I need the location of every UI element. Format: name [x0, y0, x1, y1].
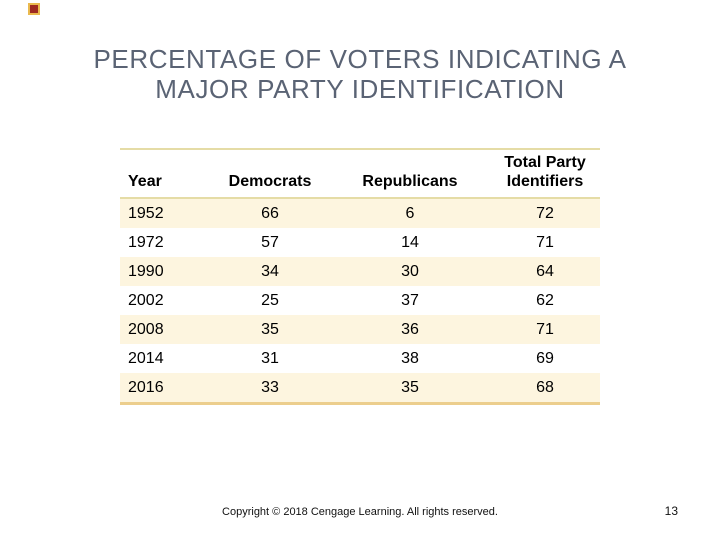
table-row: 2014 31 38 69	[120, 344, 600, 373]
table-header-row: Year Democrats Republicans Total Party I…	[120, 150, 600, 197]
column-header-republicans: Republicans	[362, 173, 458, 190]
column-header-year: Year	[128, 173, 162, 190]
cell-year: 1990	[128, 262, 164, 280]
column-header-total-party-identifiers: Total Party Identifiers	[504, 154, 586, 190]
table-row: 2002 25 37 62	[120, 286, 600, 315]
cell-democrats: 35	[261, 320, 279, 338]
table-top-rule	[120, 148, 600, 150]
table-row: 1972 57 14 71	[120, 228, 600, 257]
cell-democrats: 31	[261, 349, 279, 367]
cell-total: 64	[536, 262, 554, 280]
cell-year: 1972	[128, 233, 164, 251]
cell-republicans: 30	[401, 262, 419, 280]
corner-accent-square	[28, 3, 40, 15]
cell-democrats: 66	[261, 204, 279, 222]
slide-title-line-2: MAJOR PARTY IDENTIFICATION	[155, 74, 565, 104]
cell-year: 2016	[128, 378, 164, 396]
table-row: 1952 66 6 72	[120, 199, 600, 228]
cell-total: 71	[536, 233, 554, 251]
slide-title-line-1: PERCENTAGE OF VOTERS INDICATING A	[93, 44, 627, 74]
page-number: 13	[664, 504, 678, 518]
cell-year: 2008	[128, 320, 164, 338]
cell-total: 62	[536, 291, 554, 309]
cell-democrats: 57	[261, 233, 279, 251]
cell-republicans: 6	[405, 204, 415, 222]
cell-year: 2002	[128, 291, 164, 309]
cell-total: 72	[536, 204, 554, 222]
cell-democrats: 25	[261, 291, 279, 309]
table-header-rule	[120, 197, 600, 199]
cell-democrats: 34	[261, 262, 279, 280]
cell-republicans: 35	[401, 378, 419, 396]
table-bottom-rule	[120, 402, 600, 405]
cell-republicans: 38	[401, 349, 419, 367]
column-header-democrats: Democrats	[228, 173, 312, 190]
party-identification-table: Year Democrats Republicans Total Party I…	[120, 148, 600, 405]
cell-republicans: 36	[401, 320, 419, 338]
cell-year: 1952	[128, 204, 164, 222]
copyright-notice: Copyright © 2018 Cengage Learning. All r…	[222, 506, 498, 518]
cell-republicans: 37	[401, 291, 419, 309]
cell-year: 2014	[128, 349, 164, 367]
table-row: 2008 35 36 71	[120, 315, 600, 344]
table-body: 1952 66 6 72 1972 57 14 71 1990 34 30 64…	[120, 199, 600, 402]
cell-republicans: 14	[401, 233, 419, 251]
cell-democrats: 33	[261, 378, 279, 396]
cell-total: 71	[536, 320, 554, 338]
table-row: 1990 34 30 64	[120, 257, 600, 286]
cell-total: 68	[536, 378, 554, 396]
slide-title: PERCENTAGE OF VOTERS INDICATING A MAJOR …	[0, 44, 720, 104]
table-row: 2016 33 35 68	[120, 373, 600, 402]
cell-total: 69	[536, 349, 554, 367]
